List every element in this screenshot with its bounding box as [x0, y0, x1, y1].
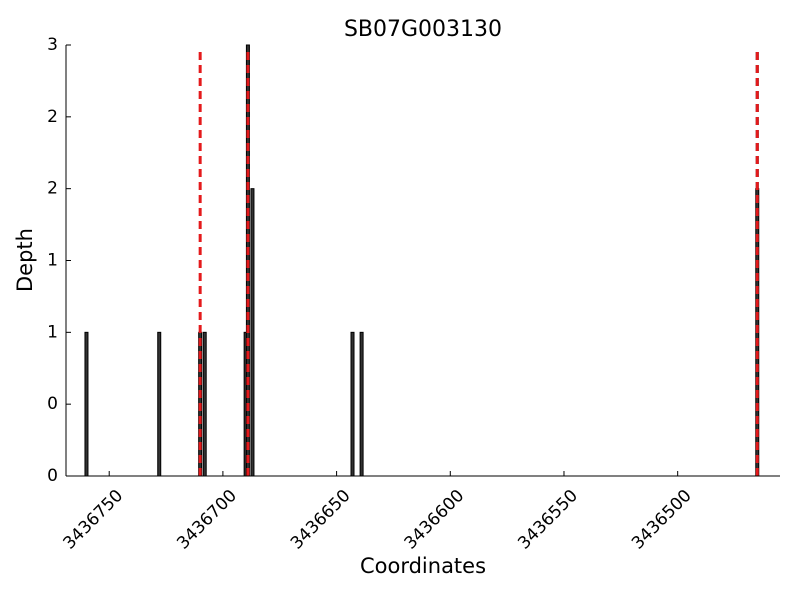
x-tick-label: 3436550 [514, 486, 582, 554]
y-tick-label: 1 [47, 322, 58, 342]
y-tick-label: 1 [47, 251, 58, 271]
bar [359, 331, 364, 477]
x-tick-label: 3436650 [287, 486, 355, 554]
y-tick-label: 0 [47, 394, 58, 414]
x-tick-label: 3436700 [173, 486, 241, 554]
y-tick-label: 2 [47, 179, 58, 199]
bar [202, 331, 207, 477]
y-tick-label: 0 [47, 466, 58, 486]
bar [250, 188, 255, 477]
bar [84, 331, 89, 477]
y-tick-label: 3 [47, 35, 58, 55]
bar [157, 331, 162, 477]
bar [350, 331, 355, 477]
x-tick-label: 3436600 [401, 486, 469, 554]
y-axis-label: Depth [13, 228, 37, 292]
x-tick-label: 3436500 [628, 486, 696, 554]
x-tick-label: 3436750 [60, 486, 128, 554]
chart-title: SB07G003130 [344, 17, 502, 42]
x-axis-label: Coordinates [360, 554, 486, 578]
y-tick-label: 2 [47, 107, 58, 127]
